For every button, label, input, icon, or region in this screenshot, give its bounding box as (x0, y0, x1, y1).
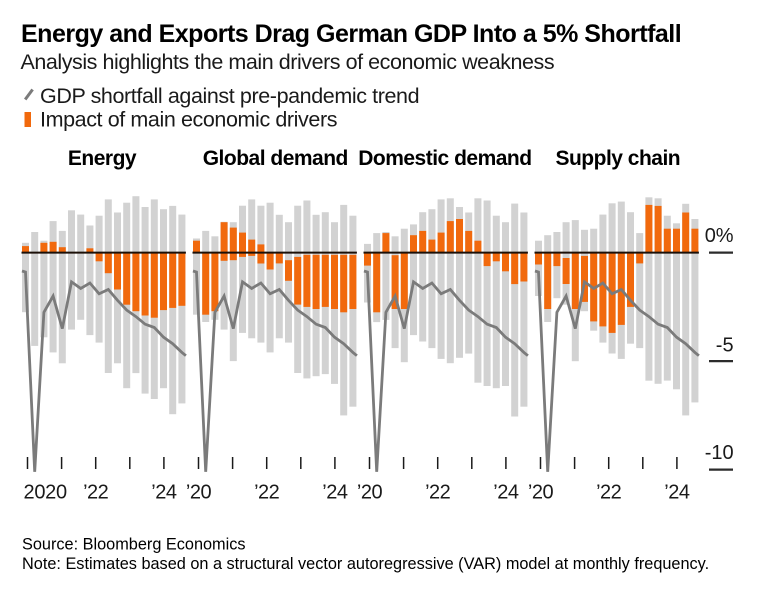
svg-text:’20: ’20 (528, 482, 554, 504)
svg-text:Energy: Energy (68, 147, 137, 170)
svg-text:Supply chain: Supply chain (555, 147, 680, 170)
svg-text:Source: Bloomberg Economics: Source: Bloomberg Economics (22, 536, 246, 554)
svg-text:’24: ’24 (322, 482, 348, 504)
svg-text:Impact of main economic driver: Impact of main economic drivers (40, 108, 337, 132)
svg-text:Domestic demand: Domestic demand (358, 147, 531, 170)
svg-text:’22: ’22 (254, 482, 280, 504)
svg-text:’22: ’22 (83, 482, 109, 504)
svg-text:’24: ’24 (664, 482, 690, 504)
svg-text:’22: ’22 (596, 482, 622, 504)
svg-text:Energy and Exports Drag German: Energy and Exports Drag German GDP Into … (21, 20, 681, 48)
svg-text:’22: ’22 (425, 482, 451, 504)
svg-text:’20: ’20 (186, 482, 212, 504)
svg-text:Note: Estimates based on a str: Note: Estimates based on a structural ve… (22, 555, 709, 573)
svg-text:’24: ’24 (493, 482, 519, 504)
svg-text:-10: -10 (705, 442, 734, 464)
svg-text:’20: ’20 (357, 482, 383, 504)
svg-text:Global demand: Global demand (203, 147, 348, 170)
svg-text:2020: 2020 (24, 482, 67, 504)
svg-text:0%: 0% (705, 225, 734, 247)
svg-text:GDP shortfall against pre-pand: GDP shortfall against pre-pandemic trend (40, 84, 419, 108)
svg-text:-5: -5 (716, 334, 734, 356)
svg-text:Analysis highlights the main d: Analysis highlights the main drivers of … (21, 50, 555, 74)
svg-text:’24: ’24 (151, 482, 177, 504)
